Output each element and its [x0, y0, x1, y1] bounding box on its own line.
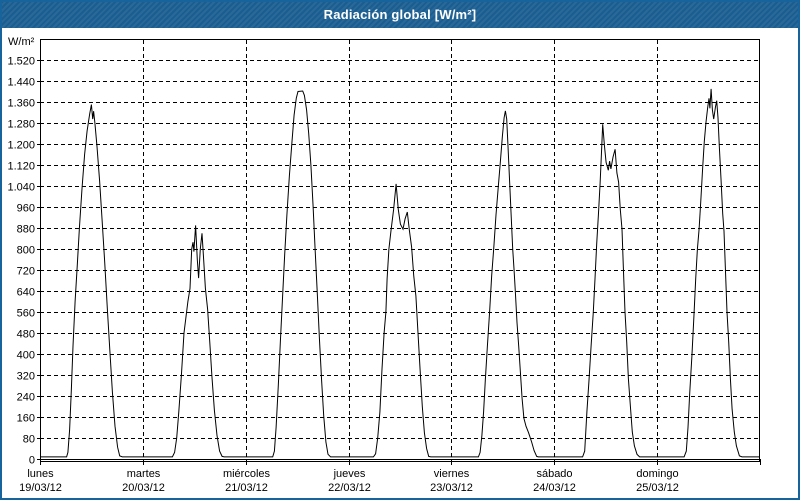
y-tick-label: 960 [17, 203, 35, 215]
panel-title: Radiación global [W/m²] [323, 6, 477, 22]
x-date-label: 22/03/12 [328, 482, 371, 494]
x-date-label: 23/03/12 [430, 482, 473, 494]
y-tick-label: 720 [17, 266, 35, 278]
y-tick-label: 1.200 [7, 140, 35, 152]
x-day-label: viernes [434, 468, 470, 480]
y-tick-label: 1.360 [7, 98, 35, 110]
x-day-label: lunes [27, 468, 54, 480]
y-tick-label: 1.040 [7, 182, 35, 194]
x-day-label: sábado [536, 468, 572, 480]
y-tick-label: 160 [17, 413, 35, 425]
y-tick-label: 240 [17, 392, 35, 404]
x-date-label: 24/03/12 [533, 482, 576, 494]
x-date-label: 21/03/12 [225, 482, 268, 494]
y-tick-label: 80 [23, 434, 35, 446]
x-day-label: martes [127, 468, 161, 480]
y-tick-label: 640 [17, 287, 35, 299]
y-tick-label: 320 [17, 371, 35, 383]
y-axis-unit-label: W/m² [8, 36, 35, 48]
x-date-label: 19/03/12 [19, 482, 62, 494]
title-bar: Radiación global [W/m²] [0, 0, 800, 28]
x-day-label: miércoles [223, 468, 271, 480]
y-tick-label: 1.120 [7, 161, 35, 173]
x-date-label: 25/03/12 [636, 482, 679, 494]
x-day-label: domingo [636, 468, 678, 480]
y-tick-label: 800 [17, 245, 35, 257]
y-tick-label: 400 [17, 350, 35, 362]
y-tick-label: 880 [17, 224, 35, 236]
radiation-curve [40, 88, 760, 458]
plot-frame [40, 39, 760, 462]
y-tick-label: 0 [29, 455, 35, 467]
y-tick-label: 1.280 [7, 119, 35, 131]
y-tick-label: 560 [17, 308, 35, 320]
y-tick-label: 1.520 [7, 56, 35, 68]
radiation-chart: 0 80 160 240 320 400 480 560 640 720 800 880 960 1.04… [7, 39, 761, 494]
x-day-label: jueves [333, 468, 366, 480]
y-tick-label: 480 [17, 329, 35, 341]
x-date-label: 20/03/12 [122, 482, 165, 494]
y-tick-label: 1.440 [7, 77, 35, 89]
